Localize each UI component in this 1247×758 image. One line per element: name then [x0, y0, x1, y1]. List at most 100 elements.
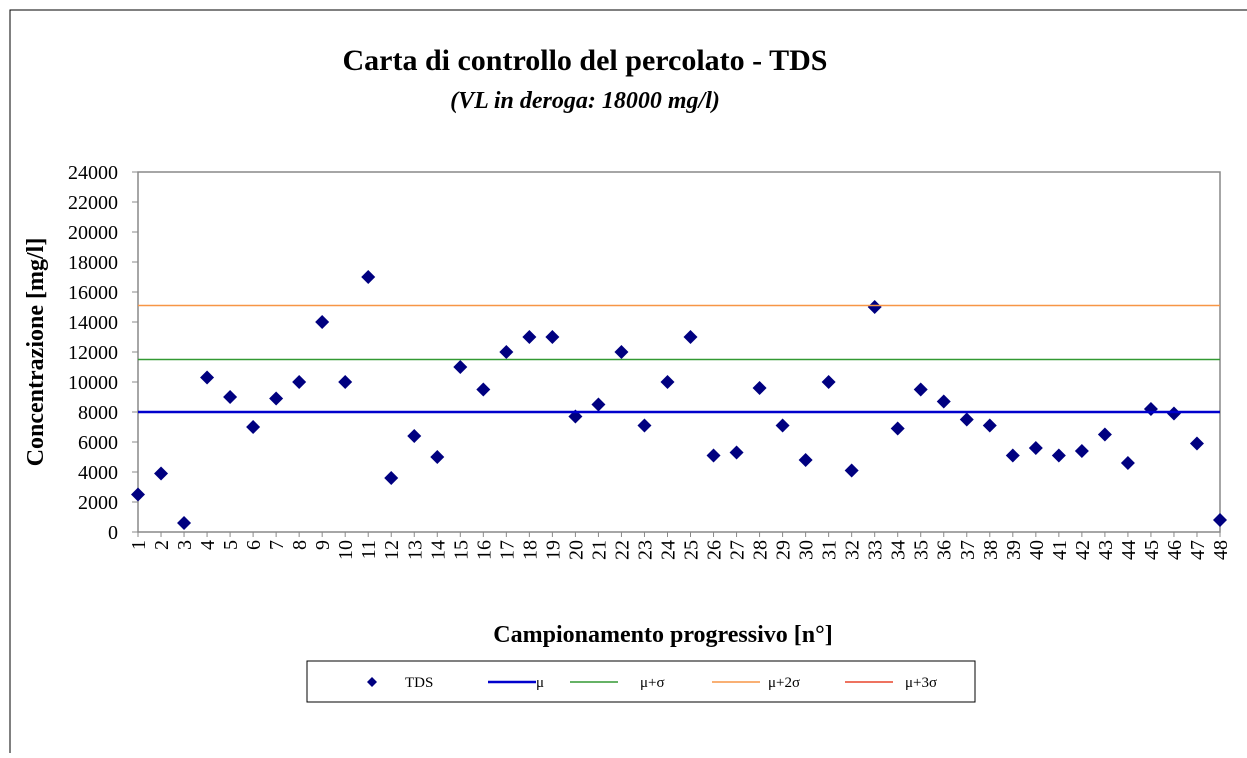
x-tick-label: 30: [796, 540, 818, 560]
data-point: [982, 418, 997, 433]
x-tick-label: 11: [358, 540, 380, 559]
y-tick-label: 6000: [78, 432, 118, 454]
data-point: [591, 397, 606, 412]
x-tick-label: 29: [773, 540, 795, 560]
data-point: [752, 381, 767, 395]
data-point: [1189, 436, 1204, 451]
legend-label: μ: [536, 675, 544, 691]
data-point: [1120, 456, 1135, 470]
data-point: [200, 370, 215, 385]
x-tick-label: 26: [704, 540, 726, 560]
x-tick-label: 22: [611, 540, 633, 560]
x-tick-label: 15: [450, 540, 472, 560]
data-point: [844, 463, 859, 478]
data-point: [292, 375, 307, 389]
data-point: [913, 382, 928, 397]
x-tick-label: 17: [496, 540, 518, 560]
x-tick-label: 47: [1187, 540, 1209, 560]
plot-area: [137, 171, 1221, 533]
data-point: [1051, 448, 1066, 463]
x-tick-label: 2: [151, 540, 173, 550]
data-point: [430, 450, 445, 464]
data-point: [798, 453, 813, 467]
data-point: [269, 391, 284, 406]
legend-label: μ+σ: [640, 675, 665, 691]
data-point: [384, 471, 399, 485]
data-point: [1005, 448, 1020, 463]
x-tick-label: 48: [1210, 540, 1232, 560]
data-point: [499, 345, 514, 359]
data-point: [959, 412, 974, 427]
data-point: [1213, 513, 1227, 527]
data-point: [246, 420, 261, 434]
x-tick-label: 1: [128, 540, 150, 550]
data-point: [637, 418, 652, 433]
x-tick-label: 12: [381, 540, 403, 560]
x-tick-label: 4: [197, 540, 219, 550]
x-tick-label: 19: [542, 540, 564, 560]
x-tick-label: 9: [312, 540, 334, 550]
x-tick-label: 5: [220, 540, 242, 550]
y-axis-title: Concentrazione [mg/l]: [23, 238, 49, 467]
y-tick-label: 0: [108, 522, 118, 544]
y-tick-label: 10000: [68, 372, 118, 394]
x-tick-label: 20: [565, 540, 587, 560]
x-tick-label: 27: [727, 540, 749, 560]
data-point: [683, 330, 698, 344]
data-point: [1028, 441, 1043, 455]
x-axis-title: Campionamento progressivo [n°]: [493, 622, 832, 648]
data-point: [821, 375, 836, 389]
data-point: [177, 516, 192, 530]
x-tick-label: 3: [174, 540, 196, 550]
legend-marker: [367, 677, 377, 687]
x-tick-label: 21: [588, 540, 610, 560]
chart-subtitle: (VL in deroga: 18000 mg/l): [450, 88, 720, 114]
x-tick-label: 18: [519, 540, 541, 560]
legend-label: μ+3σ: [905, 675, 937, 691]
data-point: [361, 270, 376, 284]
x-tick-label: 13: [404, 540, 426, 560]
x-tick-label: 33: [865, 540, 887, 560]
x-tick-label: 16: [473, 540, 495, 560]
x-tick-label: 6: [243, 540, 265, 550]
x-tick-label: 24: [657, 540, 679, 560]
data-point: [614, 345, 629, 359]
y-tick-label: 16000: [68, 282, 118, 304]
x-tick-label: 36: [934, 540, 956, 560]
x-tick-label: 25: [681, 540, 703, 560]
data-point: [775, 418, 790, 433]
x-tick-label: 37: [957, 540, 979, 560]
x-tick-label: 28: [750, 540, 772, 560]
x-tick-label: 14: [427, 540, 449, 560]
x-tick-label: 32: [842, 540, 864, 560]
x-tick-label: 35: [911, 540, 933, 560]
x-tick-label: 43: [1095, 540, 1117, 560]
y-tick-label: 2000: [78, 492, 118, 514]
data-point: [1097, 427, 1112, 442]
x-tick-label: 42: [1072, 540, 1094, 560]
data-point: [1166, 406, 1181, 421]
x-tick-label: 45: [1141, 540, 1163, 560]
y-tick-label: 20000: [68, 222, 118, 244]
y-tick-label: 24000: [68, 162, 118, 184]
x-tick-label: 38: [980, 540, 1002, 560]
x-tick-label: 34: [888, 540, 910, 560]
x-tick-label: 8: [289, 540, 311, 550]
data-point: [936, 394, 951, 409]
data-point: [453, 360, 468, 374]
x-tick-label: 46: [1164, 540, 1186, 560]
data-point: [706, 448, 721, 463]
data-point: [476, 382, 491, 397]
data-point: [338, 375, 353, 389]
data-point: [1074, 444, 1089, 458]
y-tick-label: 18000: [68, 252, 118, 274]
data-point: [223, 390, 238, 404]
x-tick-label: 44: [1118, 540, 1140, 560]
data-point: [729, 445, 744, 460]
chart-frame: [9, 9, 1247, 758]
data-point: [660, 375, 675, 389]
data-point: [522, 330, 537, 344]
x-tick-label: 40: [1026, 540, 1048, 560]
data-point: [867, 300, 882, 314]
